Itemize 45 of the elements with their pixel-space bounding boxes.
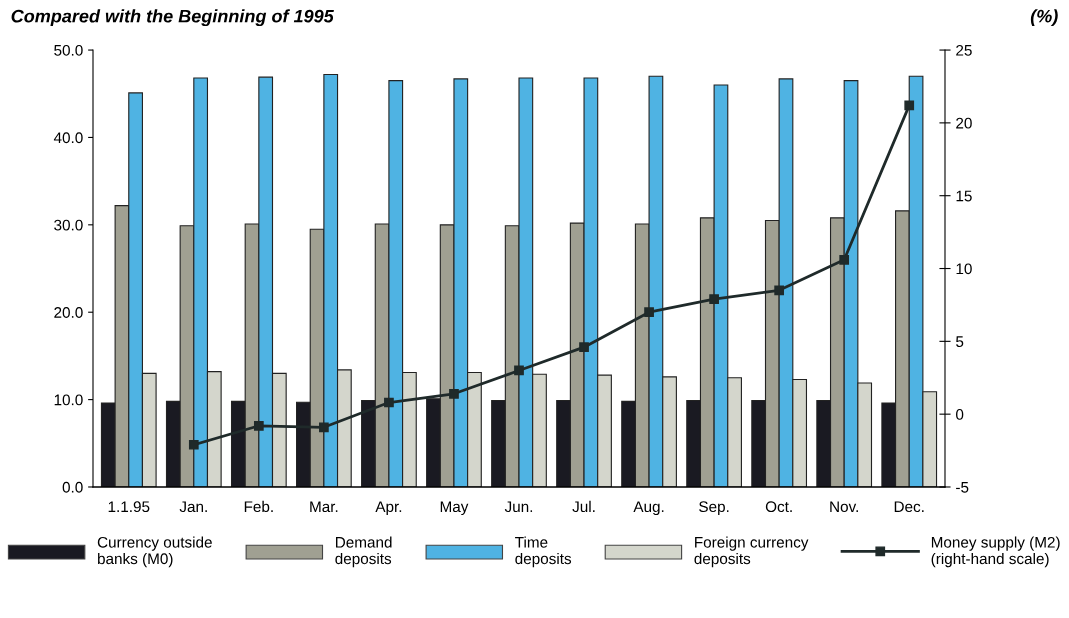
y2-tick-label: 20 <box>956 117 972 129</box>
legend-label: Time deposits <box>515 536 572 568</box>
point <box>188 439 199 450</box>
y2-tick-label: -5 <box>956 482 969 493</box>
x-tick-label: Jul. <box>572 500 595 513</box>
y2-tick-label: 25 <box>956 44 972 56</box>
y2-tick-label: 0 <box>956 409 964 420</box>
y2-tick-label: 10 <box>956 263 972 275</box>
y-tick-label: 50.0 <box>54 44 83 56</box>
x-tick-label: Sep. <box>699 501 729 516</box>
point <box>319 422 329 433</box>
chart-title: Compared with the Beginning of 1995 <box>11 9 334 27</box>
x-tick-label: Jan. <box>179 501 207 513</box>
x-tick-label: Nov. <box>830 501 858 513</box>
point <box>904 100 915 111</box>
x-tick-label: 1.1.95 <box>108 501 150 513</box>
legend-label: Money supply (M2) (right-hand scale) <box>931 536 1060 568</box>
x-tick-label: Dec. <box>894 501 924 513</box>
x-tick-label: Aug. <box>633 501 664 516</box>
y-tick-label: 10.0 <box>54 394 83 406</box>
y-tick-label: 0.0 <box>62 481 83 493</box>
point <box>449 388 459 399</box>
x-tick-label: Apr. <box>375 501 402 516</box>
x-tick-label: Jun. <box>504 501 533 513</box>
point <box>774 285 785 296</box>
y2-tick-label: 15 <box>956 190 972 202</box>
x-tick-label: Feb. <box>244 500 273 513</box>
x-tick-label: Oct. <box>765 501 792 513</box>
x-tick-label: May <box>440 501 469 516</box>
point <box>644 307 654 318</box>
y-tick-label: 40.0 <box>53 132 83 144</box>
x-tick-label: Mar. <box>310 501 338 513</box>
point <box>253 420 264 431</box>
legend-label: Foreign currency deposits <box>694 536 809 568</box>
legend-label: Currency outside banks (M0) <box>97 536 212 568</box>
y2-tick-label: 5 <box>956 336 964 348</box>
point <box>514 365 524 376</box>
point <box>384 397 394 408</box>
legend-label: Demand deposits <box>335 536 392 568</box>
point <box>579 342 589 353</box>
point <box>709 294 719 304</box>
point <box>839 254 850 265</box>
y-tick-label: 20.0 <box>54 307 83 318</box>
text: (%) <box>1030 9 1058 27</box>
y-tick-label: 30.0 <box>54 219 83 231</box>
